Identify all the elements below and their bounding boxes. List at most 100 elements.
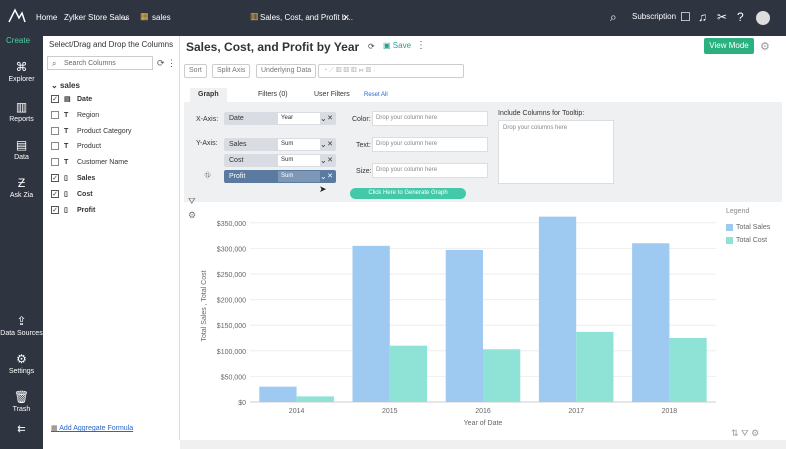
report-tab[interactable]: Sales, Cost, and Profit b... [260,13,353,22]
close-icon[interactable]: ✕ [327,115,333,122]
close-tab-icon[interactable]: ✕ [343,13,350,22]
split-axis-button[interactable]: Split Axis [212,64,251,78]
nav-data[interactable]: ▤ Data [0,138,43,161]
checkbox[interactable]: ✓ [51,190,59,198]
aggregate-select[interactable]: Sum [278,139,320,150]
status-bar [180,440,786,449]
bar [632,243,670,402]
bar-chart: $0 $50,000 $100,000 $150,000 $200,000 $250,00… [201,216,716,427]
tab-user-filters[interactable]: User Filters [314,91,350,98]
x-tick-label: 2016 [475,408,491,415]
report-title[interactable]: Sales, Cost, and Profit by Year [186,40,360,54]
add-aggregate-formula-link[interactable]: ▦ Add Aggregate Formula [51,425,134,432]
close-icon[interactable]: ✕ [327,173,333,180]
aggregate-select[interactable]: Year [278,113,320,124]
column-item[interactable]: T Customer Name [51,157,128,167]
tooltip-drop-zone[interactable]: Drop your columns here [498,120,614,184]
view-mode-button[interactable]: View Mode [704,38,754,54]
home-link[interactable]: Home [36,13,58,22]
column-item[interactable]: T Product [51,141,101,151]
table-tab[interactable]: sales [152,13,171,22]
y-axis-field-chip[interactable]: Sales Sum ⌄ ✕ [224,138,336,151]
checkbox[interactable] [51,127,59,135]
subscription-link[interactable]: Subscription [632,12,677,21]
generate-graph-button[interactable]: Click Here to Generate Graph [350,188,466,199]
chevron-down-icon[interactable]: ⌄ [320,114,327,123]
save-button[interactable]: ▣ Save [383,41,412,50]
chat-icon[interactable]: ☐ [680,10,691,24]
table-tree-root[interactable]: ⌄ sales [51,81,80,90]
nav-reports[interactable]: ▥ Reports [0,100,43,123]
chevron-down-icon[interactable]: ⌄ [122,13,129,22]
refresh-icon[interactable]: ⟳ ⋮ [157,58,177,68]
chevron-down-icon[interactable]: ⌄ [320,156,327,165]
checkbox[interactable] [51,158,59,166]
collapse-icon[interactable]: ⇇ [17,424,26,435]
create-button[interactable]: Create [6,36,31,45]
aggregate-select[interactable]: Sum [278,171,320,182]
column-item[interactable]: ✓ ▯ Profit [51,206,96,214]
close-icon[interactable]: ✕ [327,141,333,148]
nav-data-sources[interactable]: ⇪ Data Sources [0,314,43,337]
reset-all-link[interactable]: Reset All [364,92,388,98]
y-axis-field-chip-dragging[interactable]: Profit Sum ⌄ ✕ [224,170,336,183]
search-columns-input[interactable]: ⌕ Search Columns [47,56,153,70]
y-axis-field-chip[interactable]: Cost Sum ⌄ ✕ [224,154,336,167]
checkbox[interactable]: ✓ [51,174,59,182]
aggregate-select[interactable]: Sum [278,155,320,166]
refresh-icon[interactable]: ⟳ [368,42,375,51]
column-item[interactable]: ✓ ▯ Sales [51,174,96,182]
underlying-data-button[interactable]: Underlying Data [256,64,317,78]
main-area: Sales, Cost, and Profit by Year ⟳ ▣ Save… [180,36,786,440]
app-logo-icon[interactable] [8,8,28,28]
x-tick-label: 2018 [662,408,678,415]
chevron-down-icon[interactable]: ⌄ [320,140,327,149]
tab-graph[interactable]: Graph [190,88,227,102]
y-tick-label: $100,000 [217,349,246,356]
nav-trash[interactable]: 🗑 Trash [0,390,43,413]
y-axis-label: Y-Axis: [196,140,218,147]
column-item[interactable]: T Product Category [51,126,131,136]
tools-icon[interactable]: ✂ [717,10,728,24]
filter-add-icon[interactable]: ⛛ [188,196,196,206]
legend-item-sales[interactable]: Total Sales [726,224,770,231]
text-drop-zone[interactable]: Drop your column here [372,137,488,152]
bar [445,249,483,402]
column-item[interactable]: ✓ ▯ Cost [51,190,93,198]
workspace-dropdown[interactable]: Zylker Store Sales [64,13,130,22]
checkbox[interactable] [51,111,59,119]
legend-item-cost[interactable]: Total Cost [726,237,767,244]
help-icon[interactable]: ? [737,10,744,24]
y-tick-label: $200,000 [217,298,246,305]
bell-icon[interactable]: ♫ [698,10,707,24]
sort-button[interactable]: Sort [184,64,207,78]
drag-handle-icon[interactable]: ⛗ [204,170,212,180]
close-icon[interactable]: ✕ [327,157,333,164]
formula-icon: ▦ [51,425,60,432]
tab-filters[interactable]: Filters (0) [258,91,288,98]
top-bar: Home Zylker Store Sales ⌄ ▦ sales ▥ Sale… [0,0,786,36]
more-options-icon[interactable]: ⋮ [416,40,426,51]
number-type-icon: ▯ [64,175,68,182]
settings-icon[interactable]: ⚙ [188,210,197,220]
bar [576,331,614,402]
column-item[interactable]: ✓ ▤ Date [51,95,93,103]
nav-ask-zia[interactable]: Ƶ Ask Zia [0,176,43,199]
checkbox[interactable] [51,142,59,150]
color-drop-zone[interactable]: Drop your column here [372,111,488,126]
chevron-down-icon[interactable]: ⌄ [320,172,327,181]
save-icon: ▣ [383,41,391,50]
gear-icon[interactable]: ⚙ [760,41,770,53]
search-icon[interactable]: ⌕ [610,10,617,24]
bar [259,386,297,402]
avatar[interactable] [756,11,770,25]
checkbox[interactable]: ✓ [51,95,59,103]
chart-tools-icons[interactable]: ⇅ ⛛ ⚙ [731,428,760,438]
checkbox[interactable]: ✓ [51,206,59,214]
size-drop-zone[interactable]: Drop your column here [372,163,488,178]
column-item[interactable]: T Region [51,110,99,120]
nav-settings[interactable]: ⚙ Settings [0,352,43,375]
chart-type-toolbar[interactable]: ◔ ⟋ ▥ ▥ ▥ ⋈ ▥ ⋮ [318,64,464,78]
nav-explorer[interactable]: ⌘ Explorer [0,60,43,83]
x-axis-field-chip[interactable]: Date Year ⌄ ✕ [224,112,336,125]
